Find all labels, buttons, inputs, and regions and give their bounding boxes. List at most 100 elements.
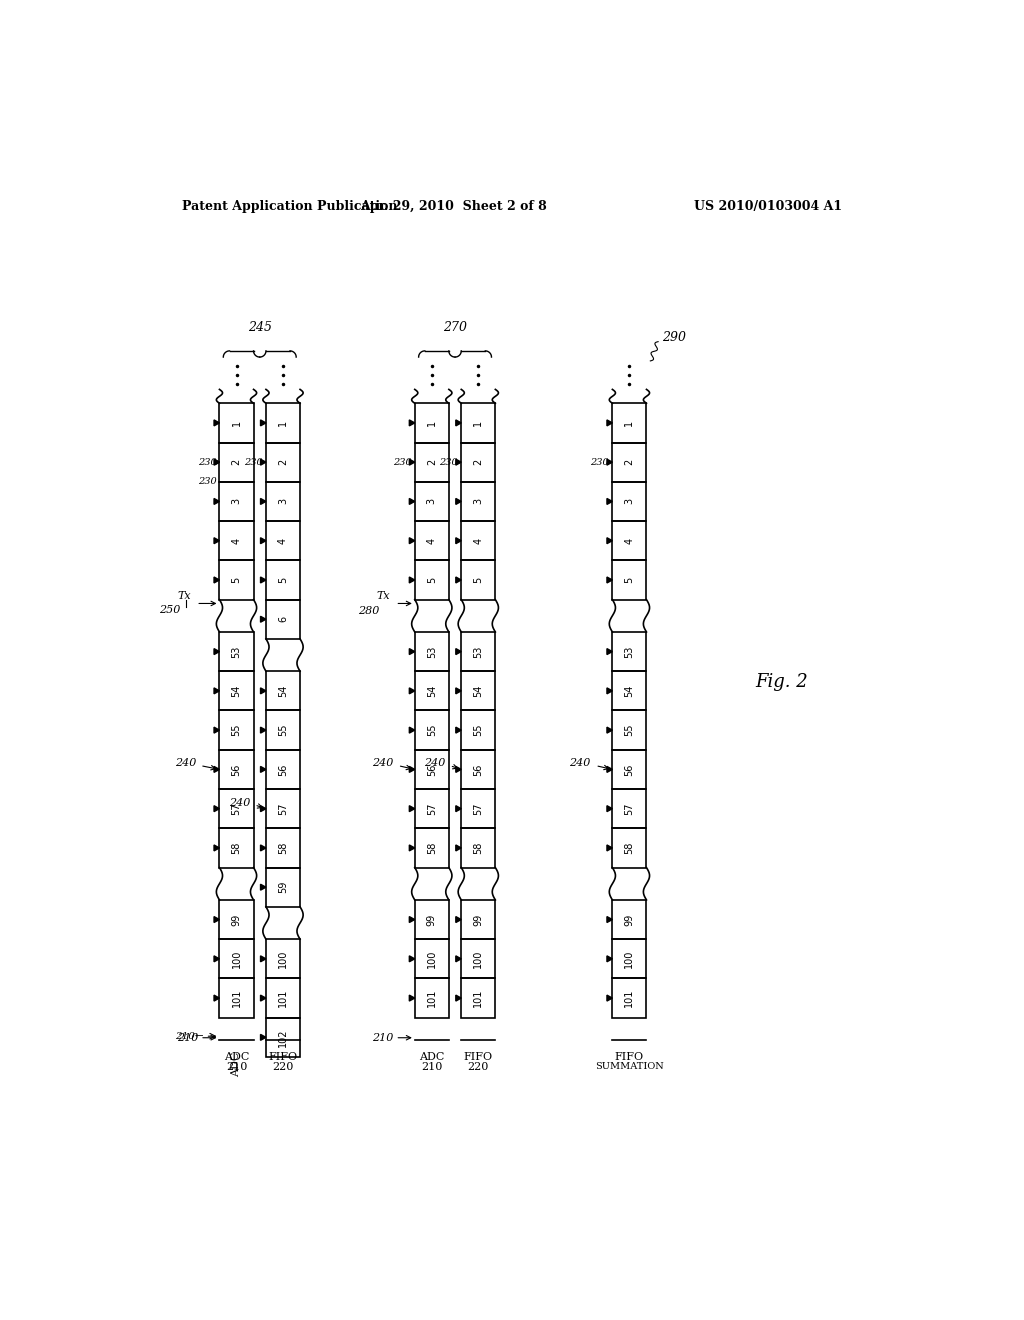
Bar — [219, 710, 254, 750]
Bar — [612, 900, 646, 940]
Bar — [612, 442, 646, 482]
Text: 1: 1 — [427, 420, 437, 426]
Text: ADC: ADC — [419, 1052, 444, 1061]
Text: 56: 56 — [473, 763, 483, 776]
Polygon shape — [456, 995, 461, 1001]
Text: 3: 3 — [473, 499, 483, 504]
Text: 230: 230 — [439, 458, 458, 467]
Text: FIFO: FIFO — [614, 1052, 644, 1061]
Text: 55: 55 — [278, 723, 288, 737]
Polygon shape — [410, 916, 415, 923]
Polygon shape — [260, 577, 266, 583]
Text: 54: 54 — [427, 685, 437, 697]
Polygon shape — [410, 577, 415, 583]
Bar — [461, 521, 496, 560]
Text: 58: 58 — [625, 842, 635, 854]
Bar — [612, 978, 646, 1018]
Bar — [219, 671, 254, 710]
Bar — [415, 978, 449, 1018]
Text: 100: 100 — [231, 949, 242, 968]
Bar — [415, 671, 449, 710]
Polygon shape — [456, 956, 461, 962]
Text: 230: 230 — [198, 478, 216, 486]
Bar — [415, 442, 449, 482]
Text: 54: 54 — [278, 685, 288, 697]
Text: 102: 102 — [278, 1028, 288, 1047]
Text: 230: 230 — [393, 458, 412, 467]
Polygon shape — [456, 845, 461, 851]
Polygon shape — [260, 420, 266, 426]
Text: 4: 4 — [231, 537, 242, 544]
Bar — [266, 710, 300, 750]
Bar — [266, 442, 300, 482]
Text: 57: 57 — [625, 803, 635, 814]
Bar — [612, 750, 646, 789]
Text: 2: 2 — [231, 459, 242, 465]
Text: 99: 99 — [473, 913, 483, 925]
Text: 2: 2 — [278, 459, 288, 465]
Text: 100: 100 — [473, 949, 483, 968]
Bar — [612, 671, 646, 710]
Bar — [266, 671, 300, 710]
Polygon shape — [410, 537, 415, 544]
Text: Tx: Tx — [178, 591, 191, 601]
Text: 240: 240 — [229, 797, 251, 808]
Bar — [219, 560, 254, 599]
Polygon shape — [410, 845, 415, 851]
Polygon shape — [260, 537, 266, 544]
Text: 230: 230 — [244, 458, 263, 467]
Bar — [266, 560, 300, 599]
Bar — [461, 789, 496, 829]
Polygon shape — [214, 845, 219, 851]
Text: 5: 5 — [278, 577, 288, 583]
Text: 1: 1 — [231, 420, 242, 426]
Text: 5: 5 — [625, 577, 635, 583]
Polygon shape — [410, 459, 415, 465]
Text: 53: 53 — [231, 645, 242, 657]
Text: 240: 240 — [372, 758, 393, 768]
Polygon shape — [410, 956, 415, 962]
Text: 101: 101 — [278, 989, 288, 1007]
Bar — [415, 710, 449, 750]
Polygon shape — [214, 648, 219, 655]
Text: 101: 101 — [427, 989, 437, 1007]
Bar — [266, 829, 300, 867]
Text: Fig. 2: Fig. 2 — [756, 673, 809, 690]
Bar — [266, 750, 300, 789]
Text: 240: 240 — [424, 758, 445, 768]
Bar — [266, 867, 300, 907]
Polygon shape — [260, 459, 266, 465]
Polygon shape — [260, 688, 266, 694]
Polygon shape — [456, 537, 461, 544]
Polygon shape — [456, 688, 461, 694]
Bar — [461, 404, 496, 442]
Text: FIFO: FIFO — [268, 1052, 298, 1061]
Polygon shape — [260, 845, 266, 851]
Polygon shape — [607, 577, 612, 583]
Polygon shape — [214, 916, 219, 923]
Bar — [461, 560, 496, 599]
Polygon shape — [607, 845, 612, 851]
Text: 101: 101 — [473, 989, 483, 1007]
Text: 210: 210 — [226, 1063, 247, 1072]
Text: 210: 210 — [177, 1032, 199, 1043]
Text: 4: 4 — [473, 537, 483, 544]
Text: 101: 101 — [231, 989, 242, 1007]
Bar — [219, 442, 254, 482]
Polygon shape — [215, 459, 219, 465]
Text: 99: 99 — [231, 913, 242, 925]
Text: 58: 58 — [231, 842, 242, 854]
Polygon shape — [456, 648, 461, 655]
Text: 58: 58 — [278, 842, 288, 854]
Bar — [415, 940, 449, 978]
Text: 4: 4 — [427, 537, 437, 544]
Text: 240: 240 — [175, 758, 197, 768]
Text: 56: 56 — [231, 763, 242, 776]
Text: 230: 230 — [198, 458, 216, 467]
Polygon shape — [456, 916, 461, 923]
Bar — [266, 1018, 300, 1057]
Polygon shape — [410, 805, 415, 812]
Text: 4: 4 — [625, 537, 635, 544]
Text: 54: 54 — [625, 685, 635, 697]
Polygon shape — [410, 767, 415, 772]
